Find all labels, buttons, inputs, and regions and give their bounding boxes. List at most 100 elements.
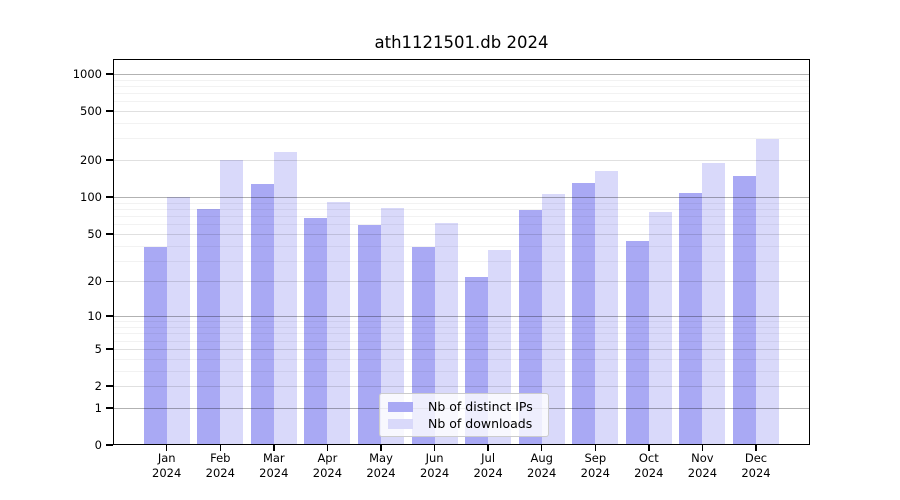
legend-swatch-downloads [388,418,413,429]
bar-downloads-dec [756,138,779,445]
bar-distinct-ips-nov [679,193,703,445]
gridline [113,386,810,387]
gridline [113,79,810,81]
bar-downloads-may [381,208,404,445]
gridline [113,245,810,247]
y-tick-label: 100 [80,190,102,205]
x-tick-label: Mar 2024 [259,451,289,480]
x-tick-label: Aug 2024 [527,451,557,480]
bar-downloads-nov [702,163,726,445]
gridline [113,281,810,283]
gridline [113,73,810,75]
bar-distinct-ips-jan [143,246,167,445]
x-tick-mark [594,445,596,451]
x-tick-label: Feb 2024 [205,451,235,480]
y-tick-mark [106,159,113,161]
y-tick-label: 2 [94,379,102,393]
y-tick-label: 20 [87,274,102,289]
bar-distinct-ips-feb [197,208,221,445]
bar-distinct-ips-apr [304,218,328,445]
y-tick-mark [106,73,113,75]
gridline [113,138,810,140]
y-tick-mark [106,444,113,446]
bar-distinct-ips-dec [733,175,756,445]
bar-distinct-ips-mar [250,183,274,445]
x-tick-label: Apr 2024 [312,451,343,480]
x-tick-mark [487,445,489,451]
bar-downloads-apr [327,202,351,445]
y-tick-label: 0 [94,438,102,452]
chart-title: ath1121501.db 2024 [374,33,549,52]
x-tick-mark [540,445,543,451]
x-tick-label: Sep 2024 [580,451,610,480]
bar-downloads-jan [166,196,190,445]
gridline [113,370,810,372]
legend-item-downloads: Nb of downloads [380,415,548,432]
x-tick-mark [433,445,436,451]
gridline [113,216,810,217]
legend-item-distinct-ips: Nb of distinct IPs [380,398,548,415]
x-tick-label: Dec 2024 [741,451,771,480]
y-tick-label: 50 [87,226,102,241]
x-tick-mark [219,445,221,451]
y-tick-mark [106,315,113,317]
bar-distinct-ips-sep [572,182,596,445]
legend-swatch-distinct-ips [388,401,413,412]
y-tick-mark [106,348,113,350]
y-tick-label: 1 [94,400,102,415]
gridline [113,202,810,204]
x-tick-mark [165,445,168,451]
y-tick-mark [106,233,113,235]
gridline [113,340,810,342]
x-tick-label: Nov 2024 [687,451,718,480]
x-tick-label: Jul 2024 [473,451,503,480]
legend-label-distinct-ips: Nb of distinct IPs [428,399,533,414]
y-tick-label: 5 [94,341,102,356]
gridline [113,348,810,350]
bar-distinct-ips-oct [625,240,649,445]
gridline [113,123,810,124]
x-tick-label: Jan 2024 [152,451,182,480]
gridline [113,85,810,87]
x-tick-label: May 2024 [366,451,396,480]
gridline [113,260,810,262]
x-tick-mark [755,445,757,451]
gridline [113,316,810,318]
gridline [113,333,810,335]
gridline [113,111,810,112]
y-tick-mark [106,110,113,112]
x-tick-mark [648,445,650,451]
legend-label-downloads: Nb of downloads [428,416,533,431]
gridline [113,208,810,210]
y-tick-label: 1000 [72,66,102,81]
y-tick-mark [106,385,113,387]
x-tick-label: Jun 2024 [419,451,450,480]
bar-downloads-sep [595,171,619,445]
bar-distinct-ips-may [358,225,381,445]
x-tick-mark [326,445,329,451]
gridline [113,321,810,323]
bar-distinct-ips-aug [518,209,542,445]
gridline [113,93,810,94]
gridline [113,224,810,226]
bar-downloads-aug [541,194,565,445]
gridline [113,327,810,328]
y-tick-mark [106,280,113,283]
plot-area: Nb of distinct IPs Nb of downloads [113,59,810,445]
y-tick-label: 10 [87,309,102,324]
gridline [113,197,810,199]
x-tick-mark [380,445,382,451]
bar-downloads-mar [273,151,297,445]
y-tick-mark [106,196,113,198]
bar-downloads-oct [648,211,672,445]
x-tick-label: Oct 2024 [634,451,664,480]
y-tick-label: 200 [80,153,102,168]
gridline [113,233,810,235]
x-tick-mark [273,445,275,451]
bar-downloads-feb [220,159,244,445]
x-tick-mark [701,445,704,451]
y-tick-mark [106,407,113,409]
y-tick-label: 500 [80,104,102,118]
gridline [113,101,810,103]
